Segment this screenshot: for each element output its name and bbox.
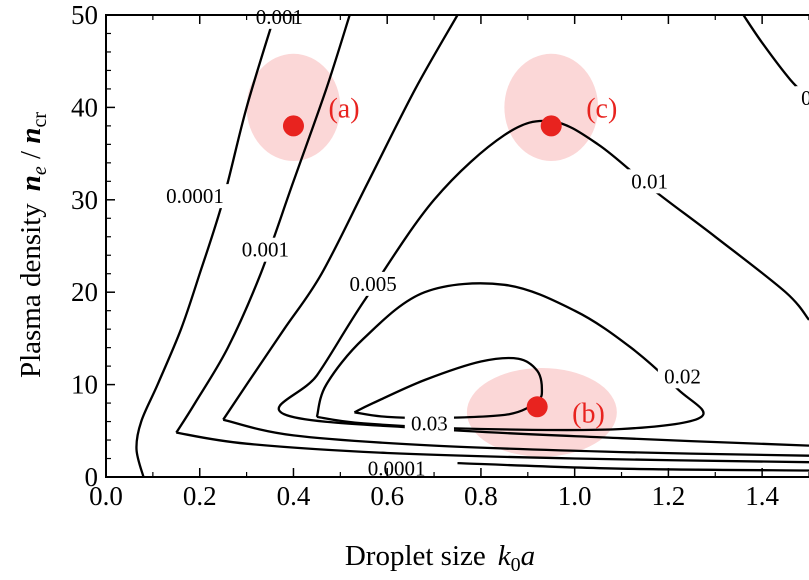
highlight-halos [246, 53, 617, 457]
svg-text:0.001: 0.001 [242, 238, 289, 262]
marker-halo [246, 53, 341, 161]
contour-line [135, 15, 276, 477]
contour-line [222, 15, 459, 421]
svg-text:0.03: 0.03 [411, 411, 448, 435]
x-tick-label: 0.8 [464, 481, 498, 511]
contour-label: 0.02 [657, 364, 708, 389]
contour-line [742, 15, 809, 100]
contour-line [277, 119, 809, 447]
y-tick-label: 50 [71, 0, 98, 30]
plot-frame [105, 14, 809, 478]
x-tick-label: 1.2 [652, 481, 686, 511]
data-point-marker [540, 115, 562, 137]
contour-label: 0.001 [249, 5, 310, 29]
marker-label: (b) [572, 398, 605, 429]
contour-line [176, 431, 809, 464]
contour-line [222, 418, 809, 457]
marker-label: (a) [328, 93, 359, 124]
y-axis-title: Plasma densityne / ncr [15, 112, 51, 378]
y-tick-label: 40 [71, 92, 98, 122]
svg-text:0.005: 0.005 [350, 272, 397, 296]
svg-text:0.001: 0.001 [256, 5, 303, 29]
svg-text:0.02: 0.02 [664, 364, 701, 388]
x-axis-title: Droplet size k0a [345, 540, 535, 576]
data-point-marker [526, 396, 548, 418]
marker-halo [504, 53, 599, 161]
y-axis-ticks: 0 10 20 30 40 50 [71, 0, 115, 492]
x-tick-label: 1.4 [745, 481, 779, 511]
x-tick-label: 0.0 [89, 481, 123, 511]
contour-line [175, 15, 351, 434]
svg-text:0.0001: 0.0001 [166, 184, 224, 208]
contour-line [457, 461, 809, 472]
x-tick-label: 1.0 [558, 481, 592, 511]
contour-labels: 0.0010.00010.0010.0050.010.020.030.00010… [159, 5, 809, 481]
data-markers: (a) (c) (b) [282, 93, 617, 429]
contour-line [315, 282, 705, 432]
contour-label: 0.001 [235, 237, 296, 262]
y-tick-label: 20 [71, 277, 98, 307]
contour-label: 0. [795, 86, 809, 111]
y-tick-label: 30 [71, 185, 98, 215]
svg-text:0.: 0. [801, 86, 809, 110]
x-tick-label: 0.2 [183, 481, 217, 511]
contour-label: 0.005 [343, 271, 404, 296]
svg-text:0.01: 0.01 [631, 169, 668, 193]
contour-lines [135, 15, 809, 477]
data-point-marker [282, 115, 304, 137]
x-tick-label: 0.6 [370, 481, 404, 511]
y-tick-label: 10 [71, 370, 98, 400]
y-tick-label: 0 [85, 462, 99, 492]
marker-label: (c) [586, 93, 617, 124]
x-tick-label: 0.4 [277, 481, 311, 511]
contour-label: 0.03 [404, 411, 454, 436]
contour-label: 0.01 [625, 169, 675, 194]
x-axis-ticks: 0.0 0.2 0.4 0.6 0.8 1.0 1.2 1.4 [89, 15, 809, 511]
contour-label: 0.0001 [159, 184, 231, 209]
